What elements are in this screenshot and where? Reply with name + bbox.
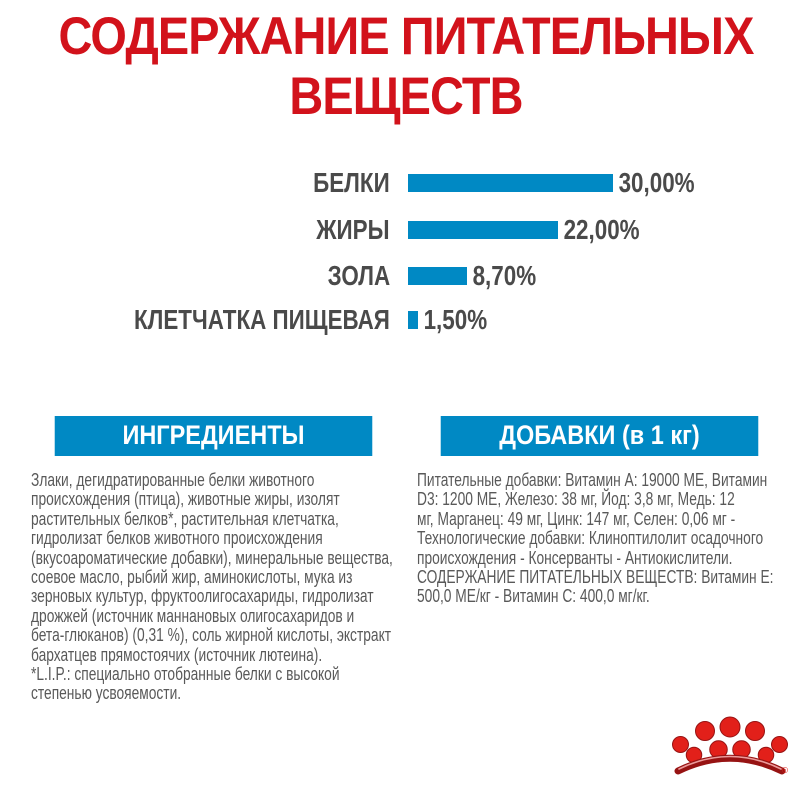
- svg-text:R: R: [784, 769, 787, 773]
